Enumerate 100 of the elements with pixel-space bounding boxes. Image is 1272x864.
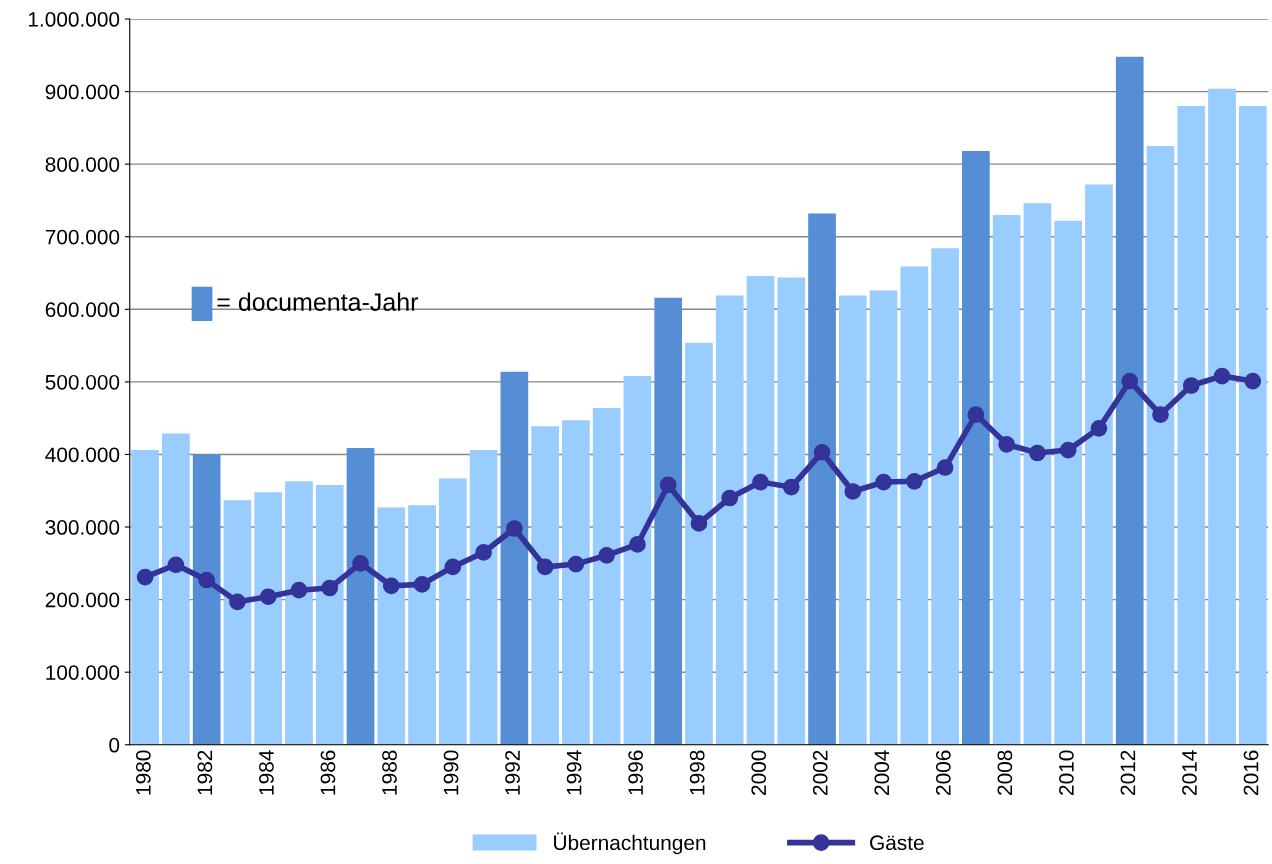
x-tick-label: 1986 xyxy=(320,750,336,795)
point xyxy=(229,593,246,611)
y-tick-label: 600.000 xyxy=(45,302,120,318)
point xyxy=(659,476,677,494)
bar xyxy=(931,248,959,745)
x-tick-label: 2002 xyxy=(812,750,828,795)
bar xyxy=(192,454,221,745)
bar xyxy=(715,295,744,745)
x-tick-label: 1996 xyxy=(628,750,644,795)
point xyxy=(782,478,800,496)
point xyxy=(475,544,492,561)
y-tick-label: 500.000 xyxy=(45,374,120,390)
point xyxy=(690,515,708,532)
bar xyxy=(1238,106,1267,745)
bar xyxy=(500,371,529,745)
y-tick-label: 900.000 xyxy=(45,84,120,100)
point xyxy=(198,571,215,589)
bar xyxy=(1177,106,1206,745)
x-tick-label: 1984 xyxy=(259,750,274,795)
point xyxy=(1090,420,1108,437)
bar xyxy=(254,492,283,745)
x-tick-label: 1982 xyxy=(197,750,213,795)
x-tick-label: 2014 xyxy=(1182,750,1197,795)
point xyxy=(813,443,831,461)
bar xyxy=(869,290,898,745)
x-tick-label: 1988 xyxy=(382,750,397,795)
y-tick-label: 200.000 xyxy=(45,592,120,608)
point xyxy=(721,489,739,507)
x-tick-label: 2006 xyxy=(935,750,951,795)
point xyxy=(1182,377,1200,394)
y-tick-label: 700.000 xyxy=(45,229,120,245)
bar xyxy=(1023,203,1052,745)
x-tick-label: 1980 xyxy=(135,750,151,795)
x-tick-label: 2016 xyxy=(1243,750,1259,795)
point xyxy=(290,581,308,599)
point xyxy=(1152,406,1169,423)
point xyxy=(598,547,615,564)
point xyxy=(752,473,769,491)
annotation: = documenta-Jahr xyxy=(217,292,419,311)
point xyxy=(136,568,154,586)
bar xyxy=(469,450,498,745)
bar xyxy=(654,297,683,745)
point xyxy=(1244,372,1262,390)
point xyxy=(629,536,646,553)
x-tick-label: 1992 xyxy=(505,750,520,795)
bar xyxy=(808,213,836,745)
point xyxy=(167,556,185,574)
point xyxy=(998,435,1015,453)
bar xyxy=(1208,88,1236,745)
bar xyxy=(962,151,990,745)
point xyxy=(567,555,585,573)
point xyxy=(382,577,400,595)
bar xyxy=(162,433,190,745)
y-tick-label: 800.000 xyxy=(45,157,120,172)
x-tick-label: 2004 xyxy=(874,750,890,795)
point xyxy=(321,579,339,597)
point xyxy=(536,558,554,576)
bar xyxy=(438,478,467,745)
bar xyxy=(1054,220,1083,745)
x-tick-label: 2010 xyxy=(1059,750,1074,795)
y-tick-label: 300.000 xyxy=(45,520,120,535)
point xyxy=(967,406,985,423)
point xyxy=(259,588,277,606)
bar xyxy=(592,408,621,745)
bar xyxy=(408,505,436,745)
y-tick-label: 100.000 xyxy=(46,665,120,680)
bar xyxy=(623,376,652,745)
point xyxy=(413,576,431,593)
bar xyxy=(531,426,559,745)
bar xyxy=(992,214,1021,745)
bar xyxy=(746,275,775,745)
point xyxy=(506,520,523,537)
bar xyxy=(777,277,806,745)
bar xyxy=(346,447,375,745)
bar xyxy=(223,500,252,745)
bar xyxy=(285,481,313,745)
bar xyxy=(562,420,590,745)
x-tick-label: 2008 xyxy=(997,750,1013,795)
bar xyxy=(1115,56,1144,745)
bar xyxy=(685,342,713,745)
bar xyxy=(315,484,344,745)
x-tick-label: 1998 xyxy=(689,750,705,795)
legend-label: Übernachtungen xyxy=(554,832,706,855)
point xyxy=(1213,367,1231,385)
x-tick-label: 2012 xyxy=(1120,750,1136,795)
bar xyxy=(838,295,867,745)
bar xyxy=(900,266,929,745)
y-tick-label: 1.000.000 xyxy=(28,12,120,27)
x-tick-label: 1994 xyxy=(566,750,582,795)
point xyxy=(936,459,954,476)
bar xyxy=(1085,184,1113,745)
y-tick-label: 0 xyxy=(109,737,120,753)
point xyxy=(1059,441,1077,459)
point xyxy=(1029,444,1046,462)
point xyxy=(906,472,923,490)
point xyxy=(875,473,892,491)
point xyxy=(352,554,369,572)
point xyxy=(444,558,462,576)
x-tick-label: 2000 xyxy=(751,750,767,795)
y-tick-label: 400.000 xyxy=(45,447,120,463)
